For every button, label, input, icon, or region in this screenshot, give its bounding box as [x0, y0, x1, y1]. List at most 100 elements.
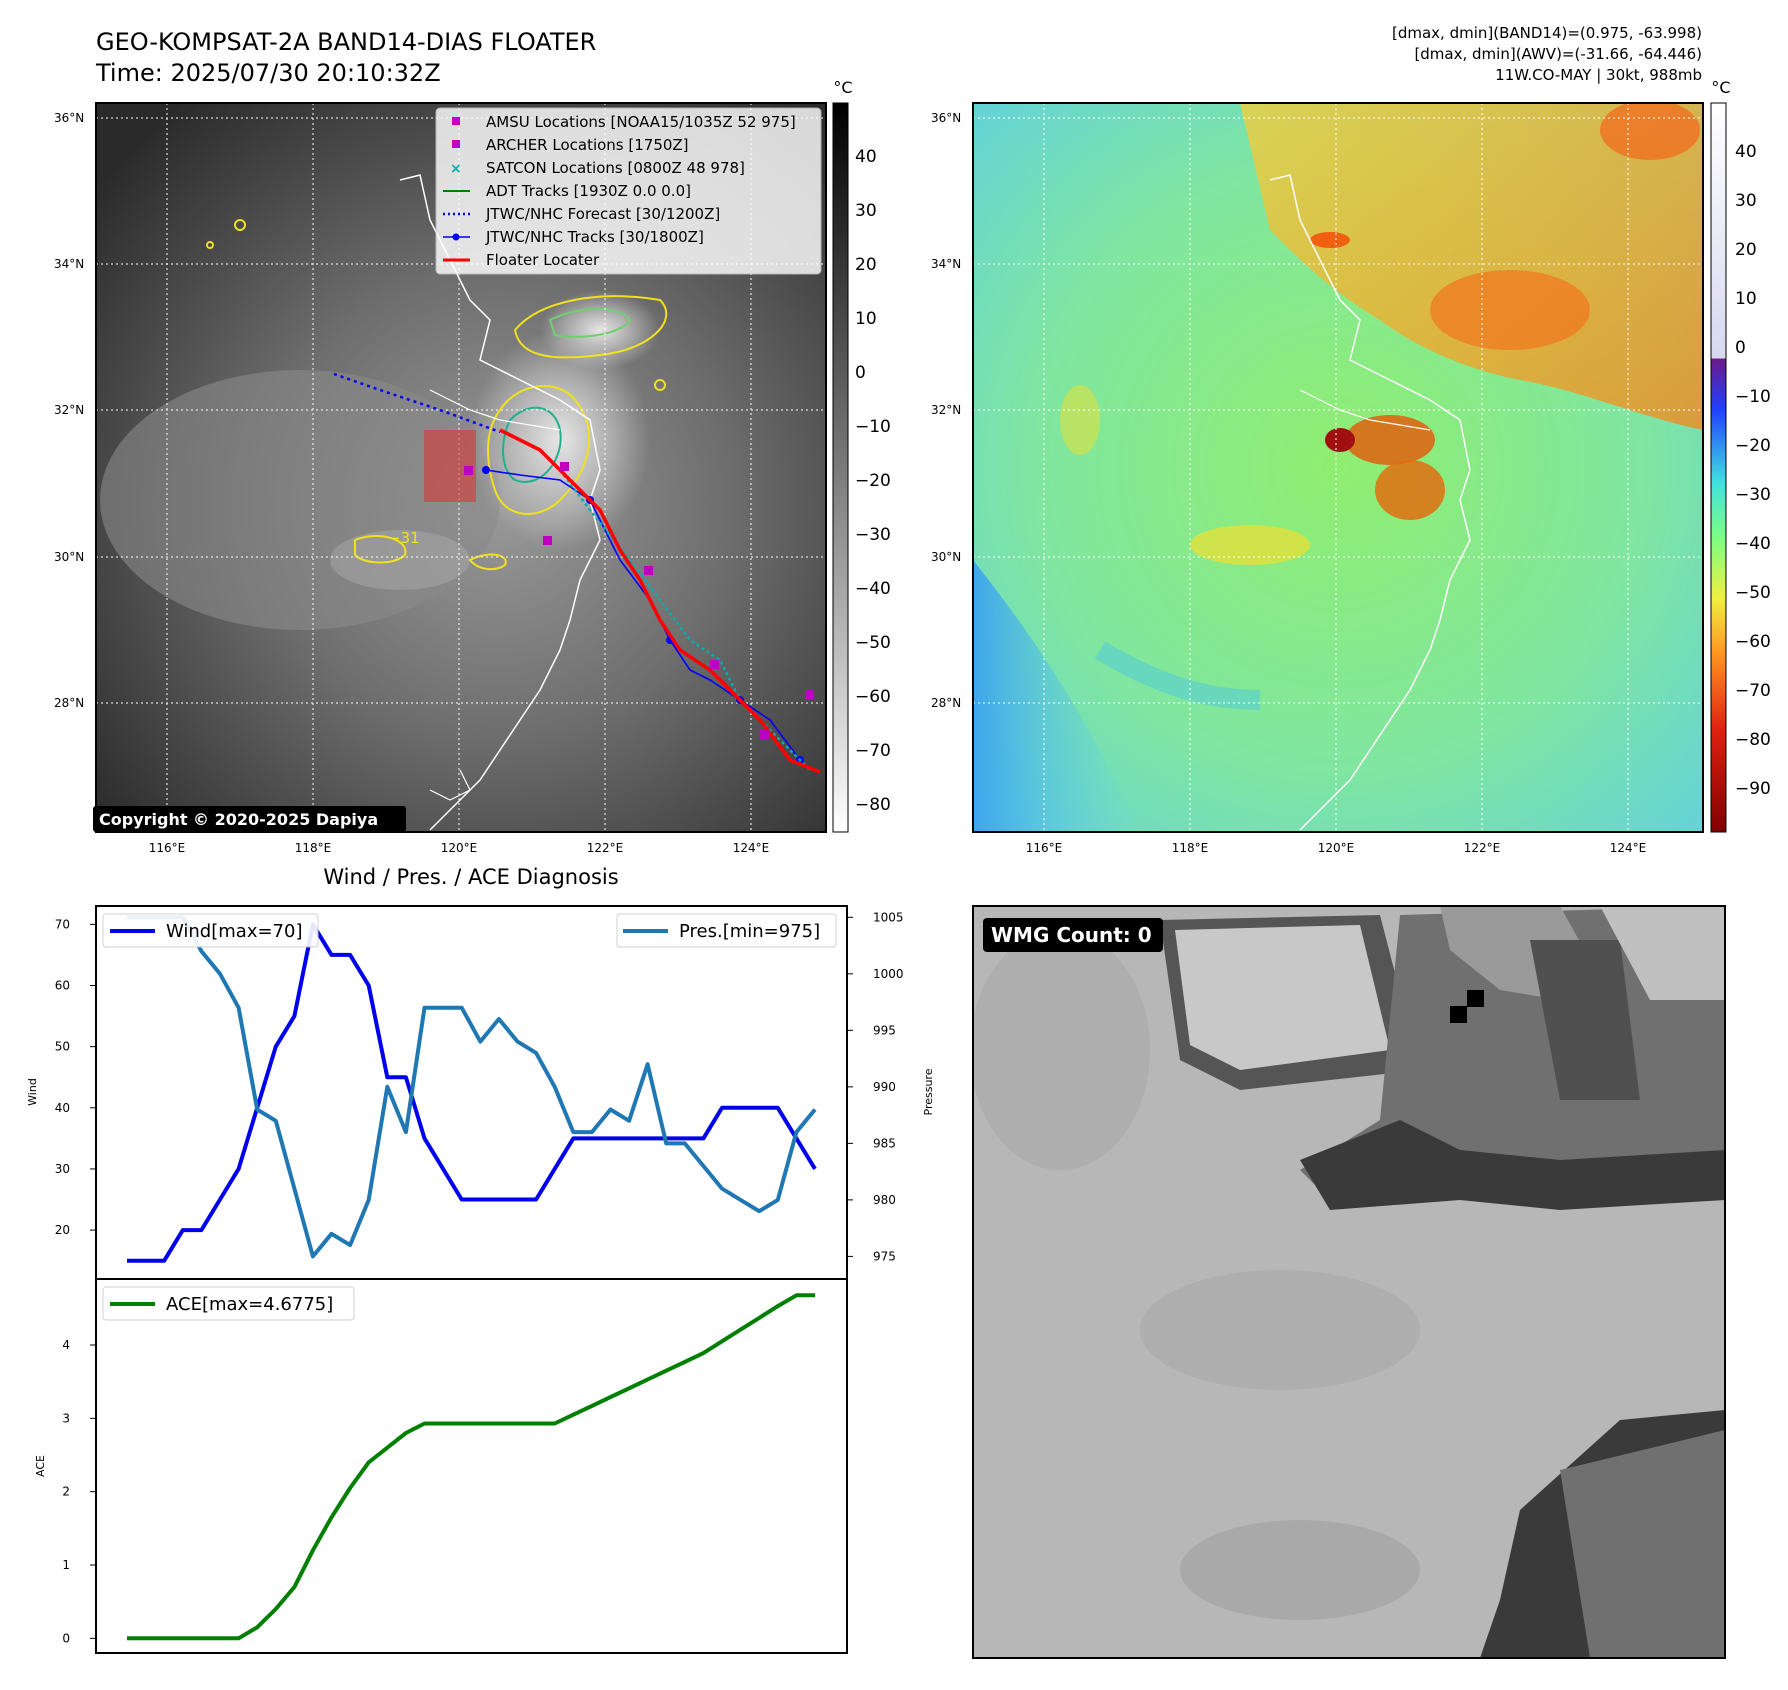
svg-text:30°N: 30°N — [54, 550, 84, 564]
ace-tick-label: 0 — [62, 1631, 70, 1645]
ace-tick-label: 1 — [62, 1558, 70, 1572]
pres-tick-label: 1005 — [873, 910, 904, 924]
pres-tick-label: 985 — [873, 1136, 896, 1150]
legend-satcon: SATCON Locations [0800Z 48 978] — [486, 159, 745, 177]
pres-series — [127, 915, 817, 1259]
ace-panel: 4 3 2 1 0 ACE ACE[max=4.6775] — [34, 1278, 848, 1654]
svg-text:122°E: 122°E — [1464, 841, 1501, 855]
diagnosis-title: Wind / Pres. / ACE Diagnosis — [323, 865, 618, 889]
legend-tracks: JTWC/NHC Tracks [30/1800Z] — [485, 228, 704, 246]
stats-band14: [dmax, dmin](BAND14)=(0.975, -63.998) — [1392, 24, 1702, 42]
svg-text:−40: −40 — [1735, 534, 1771, 554]
wind-pres-panel: 70 60 50 40 30 20 1005 1000 995 990 985 980 975 Win… — [26, 905, 935, 1280]
svg-text:30°N: 30°N — [931, 550, 961, 564]
cb2-unit: °C — [1711, 78, 1730, 97]
ace-yticks: 4 3 2 1 0 — [62, 1338, 96, 1645]
svg-text:32°N: 32°N — [54, 403, 84, 417]
pres-tick-label: 1000 — [873, 967, 904, 981]
stats-awv: [dmax, dmin](AWV)=(-31.66, -64.446) — [1414, 45, 1702, 63]
svg-text:120°E: 120°E — [441, 841, 478, 855]
svg-text:124°E: 124°E — [733, 841, 770, 855]
awv-map-panel — [973, 103, 1703, 832]
svg-text:−60: −60 — [855, 687, 891, 707]
ace-line — [127, 1293, 815, 1641]
ir-colorbar: °C 40 30 20 10 0 −10 −20 −30 −40 −50 −60… — [832, 78, 891, 833]
track-legend: AMSU Locations [NOAA15/1035Z 52 975] ARC… — [435, 107, 822, 275]
ace-tick-label: 4 — [62, 1338, 70, 1352]
pres-tick-label: 980 — [873, 1193, 896, 1207]
svg-text:40: 40 — [1735, 142, 1757, 162]
copyright-text: Copyright © 2020-2025 Dapiya — [99, 810, 378, 829]
svg-text:10: 10 — [855, 309, 877, 329]
svg-text:−80: −80 — [1735, 730, 1771, 750]
ace-legend: ACE[max=4.6775] — [166, 1294, 333, 1315]
svg-text:−70: −70 — [855, 741, 891, 761]
svg-text:×: × — [450, 161, 462, 177]
cb1-unit: °C — [833, 78, 852, 97]
svg-text:−60: −60 — [1735, 632, 1771, 652]
wind-line — [127, 922, 817, 1263]
svg-text:34°N: 34°N — [54, 257, 84, 271]
svg-text:122°E: 122°E — [587, 841, 624, 855]
svg-text:20: 20 — [855, 255, 877, 275]
svg-text:36°N: 36°N — [931, 111, 961, 125]
ir-map-frame — [95, 102, 827, 833]
svg-text:40: 40 — [855, 147, 877, 167]
svg-text:28°N: 28°N — [931, 696, 961, 710]
legend-amsu: AMSU Locations [NOAA15/1035Z 52 975] — [486, 113, 796, 131]
svg-text:118°E: 118°E — [295, 841, 332, 855]
legend-adt: ADT Tracks [1930Z 0.0 0.0] — [486, 182, 691, 200]
wind-tick-label: 50 — [55, 1040, 70, 1054]
legend-floater: Floater Locater — [486, 251, 600, 269]
pres-axis-label: Pressure — [922, 1068, 935, 1115]
wmg-count: WMG Count: 0 — [991, 923, 1152, 947]
ace-series — [127, 1293, 815, 1641]
wind-tick-label: 20 — [55, 1223, 70, 1237]
legend-forecast: JTWC/NHC Forecast [30/1200Z] — [485, 205, 720, 223]
svg-text:−50: −50 — [855, 633, 891, 653]
stats-storm: 11W.CO-MAY | 30kt, 988mb — [1495, 66, 1702, 84]
ir-lon-labels: 116°E 118°E 120°E 122°E 124°E — [149, 841, 770, 855]
svg-text:−20: −20 — [855, 471, 891, 491]
svg-text:20: 20 — [1735, 240, 1757, 260]
awv-lat-labels: 36°N 34°N 32°N 30°N 28°N — [931, 111, 961, 710]
pres-legend: Pres.[min=975] — [679, 921, 820, 942]
svg-text:−90: −90 — [1735, 779, 1771, 799]
copyright-badge: Copyright © 2020-2025 Dapiya — [93, 806, 406, 832]
awv-map-frame — [972, 102, 1704, 833]
wmg-frame — [972, 905, 1726, 1659]
svg-text:−70: −70 — [1735, 681, 1771, 701]
wmg-badge: WMG Count: 0 — [983, 918, 1163, 952]
wind-tick-label: 60 — [55, 978, 70, 992]
svg-text:−50: −50 — [1735, 583, 1771, 603]
pres-tick-label: 990 — [873, 1080, 896, 1094]
wind-tick-label: 40 — [55, 1101, 70, 1115]
svg-text:0: 0 — [1735, 338, 1746, 358]
pres-tick-label: 995 — [873, 1023, 896, 1037]
svg-text:−30: −30 — [1735, 485, 1771, 505]
pres-line — [127, 915, 817, 1259]
figure-title: GEO-KOMPSAT-2A BAND14-DIAS FLOATER — [96, 28, 596, 56]
contour-label: −31 — [388, 529, 420, 547]
wind-legend: Wind[max=70] — [166, 921, 303, 942]
wind-tick-label: 30 — [55, 1162, 70, 1176]
ace-tick-label: 3 — [62, 1411, 70, 1425]
svg-text:−40: −40 — [855, 579, 891, 599]
awv-colorbar: °C 40 30 20 10 0 −10 −20 −30 −40 −50 −60… — [1710, 78, 1771, 833]
svg-text:−10: −10 — [855, 417, 891, 437]
svg-text:−20: −20 — [1735, 436, 1771, 456]
svg-text:30: 30 — [855, 201, 877, 221]
wind-yticks: 70 60 50 40 30 20 — [55, 917, 96, 1237]
svg-text:118°E: 118°E — [1172, 841, 1209, 855]
svg-text:10: 10 — [1735, 289, 1757, 309]
svg-text:124°E: 124°E — [1610, 841, 1647, 855]
svg-text:−80: −80 — [855, 795, 891, 815]
svg-text:34°N: 34°N — [931, 257, 961, 271]
svg-text:116°E: 116°E — [1026, 841, 1063, 855]
svg-text:30: 30 — [1735, 191, 1757, 211]
svg-text:120°E: 120°E — [1318, 841, 1355, 855]
svg-text:116°E: 116°E — [149, 841, 186, 855]
awv-lon-labels: 116°E 118°E 120°E 122°E 124°E — [1026, 841, 1647, 855]
ir-lat-labels: 36°N 34°N 32°N 30°N 28°N — [54, 111, 84, 710]
ace-axis-label: ACE — [34, 1455, 47, 1477]
